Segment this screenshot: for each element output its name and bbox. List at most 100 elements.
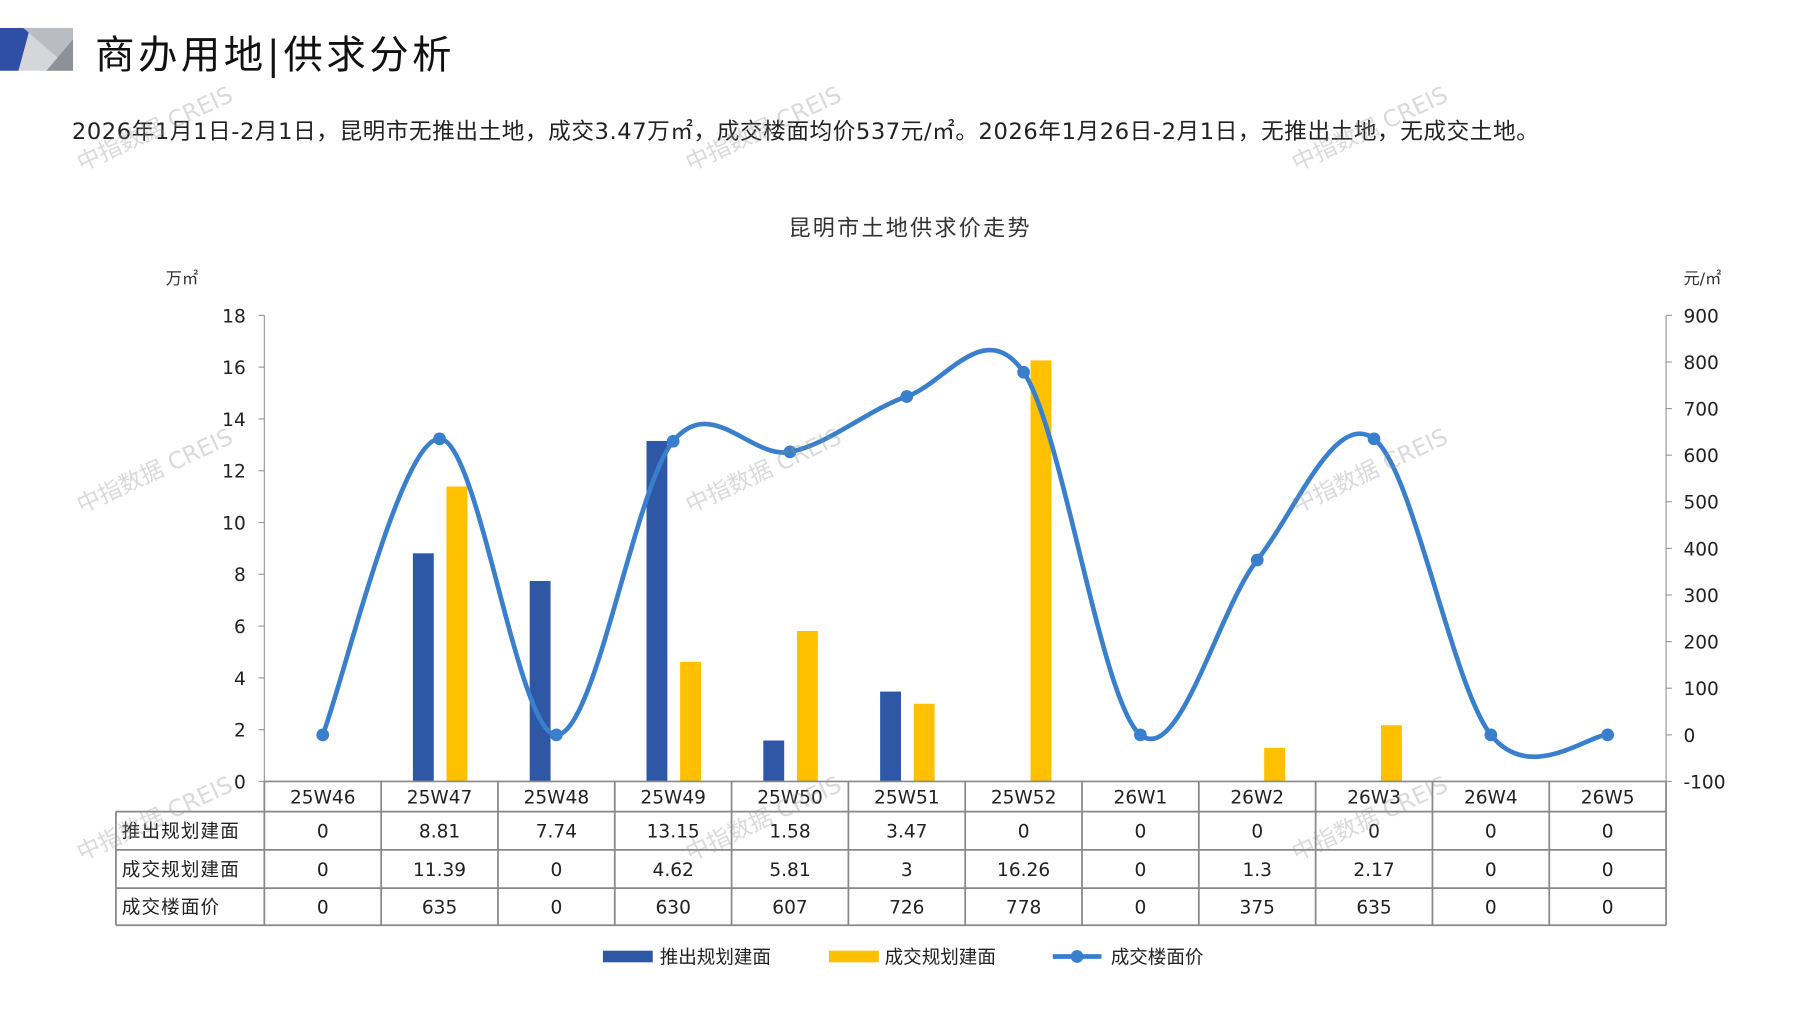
table-cell: 0 xyxy=(1018,822,1030,843)
table-row-label: 推出规划建面 xyxy=(122,822,240,843)
table-cell: 630 xyxy=(655,898,690,919)
legend-label-supply: 推出规划建面 xyxy=(660,947,771,968)
price-point-25W46 xyxy=(316,728,330,742)
bar-25W52-成交规划建面 xyxy=(1030,360,1052,782)
left-tick-label: 8 xyxy=(234,565,246,586)
left-tick-label: 18 xyxy=(222,306,246,327)
table-row-label: 成交楼面价 xyxy=(122,898,221,919)
bar-25W47-推出规划建面 xyxy=(412,553,434,782)
table-cell: 1.3 xyxy=(1242,860,1272,881)
price-point-26W5 xyxy=(1601,728,1615,742)
left-axis-unit: 万㎡ xyxy=(166,269,198,288)
legend-label-deal: 成交规划建面 xyxy=(885,947,996,968)
category-label: 25W48 xyxy=(524,787,590,808)
summary-text: 2026年1月1日-2月1日，昆明市无推出土地，成交3.47万㎡，成交楼面均价5… xyxy=(71,118,1540,145)
category-label: 26W3 xyxy=(1347,787,1401,808)
left-tick-label: 16 xyxy=(222,358,246,379)
table-cell: 5.81 xyxy=(769,860,810,881)
category-label: 25W51 xyxy=(874,787,940,808)
left-tick-label: 6 xyxy=(234,617,246,638)
table-cell: 0 xyxy=(317,822,329,843)
price-point-25W51 xyxy=(900,390,914,403)
table-cell: 0 xyxy=(317,898,329,919)
table-cell: 7.74 xyxy=(536,822,577,843)
table-cell: 0 xyxy=(1368,822,1380,843)
legend-swatch-deal xyxy=(828,950,879,963)
right-tick-label: 900 xyxy=(1683,306,1718,327)
legend-label-price: 成交楼面价 xyxy=(1111,947,1204,968)
table-cell: 726 xyxy=(889,898,924,919)
table-cell: 4.62 xyxy=(653,860,694,881)
price-point-25W50 xyxy=(783,445,797,459)
table-cell: 0 xyxy=(1485,822,1497,843)
category-label: 26W4 xyxy=(1464,787,1518,808)
table-cell: 635 xyxy=(1356,898,1391,919)
price-point-25W47 xyxy=(433,432,446,446)
category-label: 26W5 xyxy=(1581,787,1635,808)
price-point-26W2 xyxy=(1250,553,1264,567)
price-point-26W3 xyxy=(1367,432,1381,446)
price-point-25W49 xyxy=(666,434,680,448)
table-cell: 607 xyxy=(772,898,807,919)
table-cell: 16.26 xyxy=(997,860,1050,881)
table-cell: 0 xyxy=(317,860,329,881)
bar-25W51-推出规划建面 xyxy=(880,691,901,782)
category-label: 25W46 xyxy=(290,787,356,808)
bar-25W50-成交规划建面 xyxy=(796,630,818,782)
category-label: 26W1 xyxy=(1114,787,1168,808)
right-tick-label: 700 xyxy=(1683,400,1718,421)
table-cell: 3 xyxy=(901,860,913,881)
bar-25W50-推出规划建面 xyxy=(763,740,785,782)
right-tick-label: 500 xyxy=(1683,493,1718,514)
bar-26W3-成交规划建面 xyxy=(1380,725,1402,782)
bar-25W49-成交规划建面 xyxy=(680,661,702,782)
right-tick-label: 800 xyxy=(1683,353,1718,374)
price-point-25W52 xyxy=(1017,365,1030,379)
bar-25W49-推出规划建面 xyxy=(646,440,668,782)
table-cell: 0 xyxy=(1135,860,1147,881)
table-cell: 8.81 xyxy=(419,822,460,843)
right-tick-label: 600 xyxy=(1683,446,1718,467)
table-cell: 0 xyxy=(550,860,562,881)
table-cell: 0 xyxy=(1485,860,1497,881)
table-cell: 1.58 xyxy=(769,822,810,843)
table-cell: 635 xyxy=(422,898,457,919)
left-tick-label: 12 xyxy=(222,462,246,483)
table-cell: 0 xyxy=(1251,822,1263,843)
right-tick-label: 200 xyxy=(1683,633,1718,654)
right-tick-label: 300 xyxy=(1683,586,1718,607)
legend-marker-price xyxy=(1070,950,1084,963)
table-cell: 0 xyxy=(1485,898,1497,919)
legend-swatch-supply xyxy=(602,950,653,963)
table-cell: 11.39 xyxy=(413,860,466,881)
table-cell: 375 xyxy=(1240,898,1275,919)
right-tick-label: 100 xyxy=(1683,679,1718,700)
page-title: 商办用地|供求分析 xyxy=(95,32,456,79)
table-cell: 2.17 xyxy=(1353,860,1394,881)
logo-mark xyxy=(0,27,74,71)
category-label: 25W49 xyxy=(640,787,706,808)
chart-title: 昆明市土地供求价走势 xyxy=(788,216,1031,241)
table-cell: 0 xyxy=(550,898,562,919)
left-tick-label: 10 xyxy=(222,513,246,534)
table-cell: 13.15 xyxy=(647,822,700,843)
left-tick-label: 2 xyxy=(234,721,246,742)
table-cell: 0 xyxy=(1135,898,1147,919)
right-tick-label: 400 xyxy=(1683,539,1718,560)
bar-25W51-成交规划建面 xyxy=(913,703,935,782)
price-point-26W1 xyxy=(1134,728,1147,742)
price-point-25W48 xyxy=(549,728,563,742)
category-label: 25W50 xyxy=(757,787,823,808)
table-cell: 0 xyxy=(1602,822,1614,843)
right-tick-label: -100 xyxy=(1683,772,1725,793)
left-tick-label: 4 xyxy=(234,669,246,690)
price-point-26W4 xyxy=(1484,728,1498,742)
category-label: 26W2 xyxy=(1230,787,1284,808)
table-cell: 0 xyxy=(1602,860,1614,881)
bar-26W2-成交规划建面 xyxy=(1264,747,1286,782)
table-cell: 3.47 xyxy=(886,822,927,843)
right-tick-label: 0 xyxy=(1683,726,1695,747)
bar-25W47-成交规划建面 xyxy=(446,486,468,782)
